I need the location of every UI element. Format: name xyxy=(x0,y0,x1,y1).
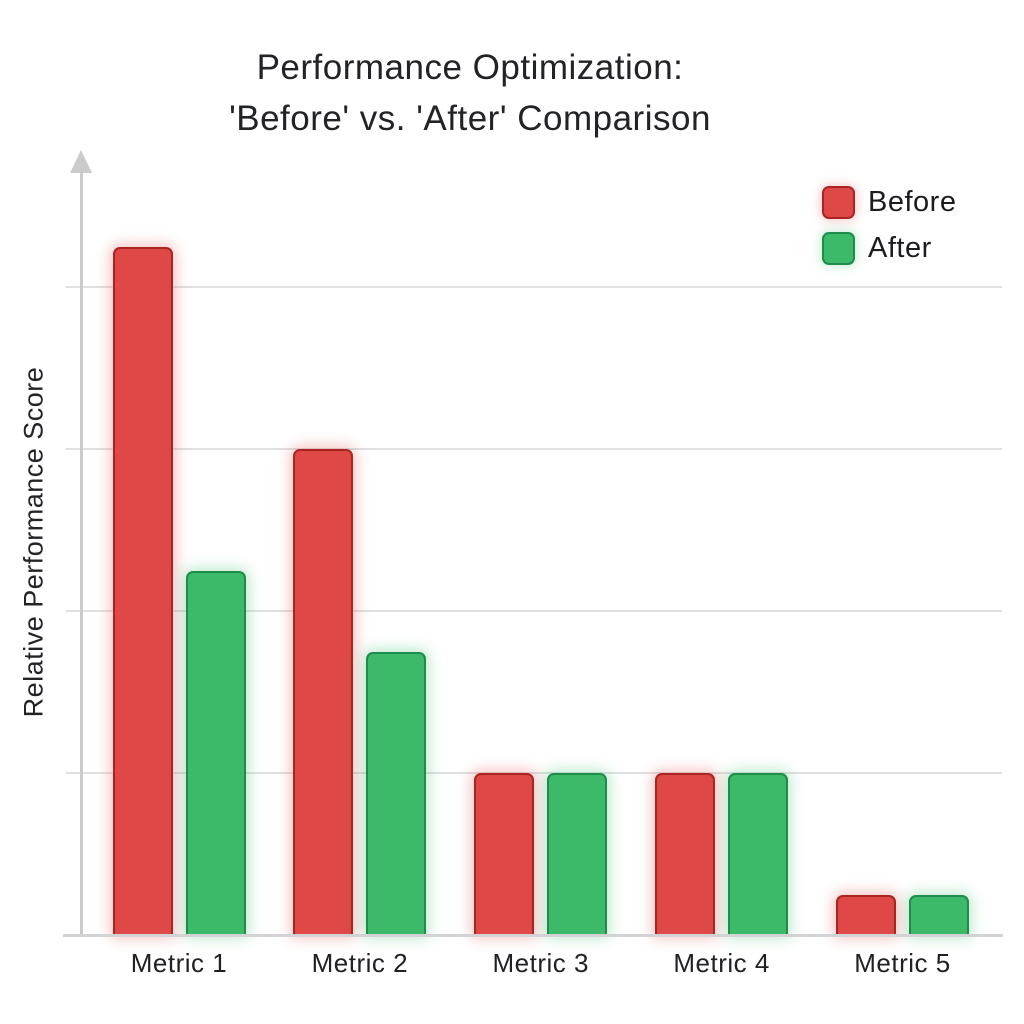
bar-before-2 xyxy=(293,449,354,935)
bar-after-5 xyxy=(909,894,969,935)
x-axis-label-2: Metric 2 xyxy=(311,948,409,978)
gridline xyxy=(66,448,1002,450)
bar-before-4 xyxy=(655,773,716,935)
y-axis-arrow-icon xyxy=(70,150,92,173)
bar-after-3 xyxy=(547,773,608,935)
legend-item-before: Before xyxy=(822,186,956,219)
bar-before-5 xyxy=(836,894,896,935)
x-axis-label-1: Metric 1 xyxy=(130,948,228,978)
legend: Before After xyxy=(822,186,956,265)
x-axis-label-4: Metric 4 xyxy=(673,948,770,978)
legend-label: Before xyxy=(868,186,957,218)
x-axis-line xyxy=(63,934,1003,937)
bar-after-2 xyxy=(366,651,427,935)
y-axis-line xyxy=(80,170,83,935)
bar-before-1 xyxy=(112,246,173,935)
x-axis-label-5: Metric 5 xyxy=(854,948,951,978)
chart-title: Performance Optimization: 'Before' vs. '… xyxy=(0,42,940,144)
legend-label: After xyxy=(868,232,932,264)
y-axis-label: Relative Performance Score xyxy=(18,366,49,718)
legend-swatch-before xyxy=(822,186,855,219)
x-axis-label-3: Metric 3 xyxy=(492,948,589,978)
bar-after-1 xyxy=(185,570,246,935)
bar-before-3 xyxy=(474,773,535,935)
chart-title-line2: 'Before' vs. 'After' Comparison xyxy=(229,99,711,138)
legend-item-after: After xyxy=(822,232,956,265)
bar-after-4 xyxy=(728,773,789,935)
gridline xyxy=(66,610,1002,612)
legend-swatch-after xyxy=(822,232,855,265)
chart-title-line1: Performance Optimization: xyxy=(256,48,684,87)
gridline xyxy=(66,286,1002,288)
gridline xyxy=(66,772,1002,774)
